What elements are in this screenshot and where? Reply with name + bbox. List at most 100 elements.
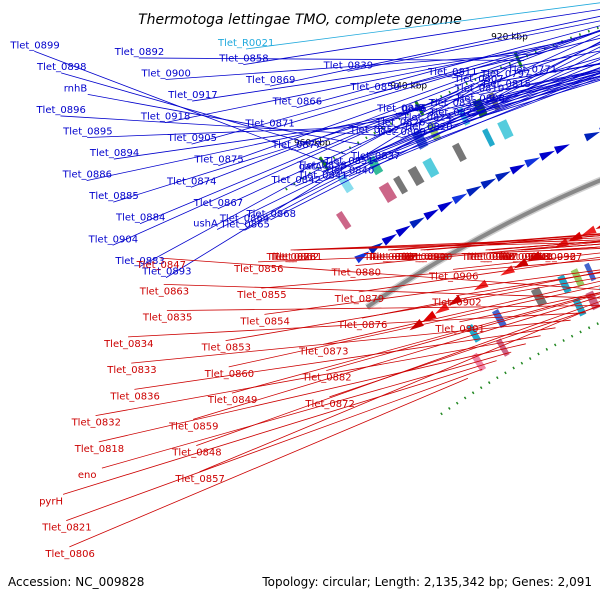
forward-gene-arrow: [381, 233, 397, 246]
reverse-gene-label: Tlet_0821: [41, 523, 91, 534]
reverse-gene-label: Tlet_0902: [431, 298, 481, 309]
forward-gene-label: Tlet_0824: [402, 113, 452, 124]
reverse-gene-label: Tlet_0849: [207, 395, 257, 406]
forward-gene-label: Tlet_0877: [271, 140, 321, 151]
reverse-annotation-box: [466, 324, 482, 343]
forward-gene-leader: [400, 75, 600, 139]
reverse-gene-label: Tlet_0891: [396, 252, 446, 263]
forward-gene-arrow: [437, 201, 454, 213]
reverse-gene-label: Tlet_0861: [272, 252, 322, 263]
forward-gene-label: Tlet_0868: [246, 209, 296, 220]
reverse-gene-label: Tlet_0832: [71, 418, 121, 429]
forward-gene-label: Tlet_0883: [114, 256, 164, 267]
forward-annotation-box: [452, 142, 467, 162]
reverse-gene-label: Tlet_0833: [106, 365, 156, 376]
forward-gene-leader: [452, 73, 600, 110]
reverse-gene-leader: [199, 304, 600, 473]
reverse-gene-label: Tlet_0882: [301, 373, 351, 384]
forward-gene-leader: [87, 125, 393, 138]
reverse-gene-label: Tlet_0859: [168, 421, 218, 432]
forward-gene-leader: [165, 52, 542, 80]
forward-gene-arrow: [466, 185, 482, 197]
forward-gene-arrow: [423, 209, 439, 221]
forward-gene-label: Tlet_0850: [349, 82, 399, 93]
rna-gene-label: Tlet_R0021: [217, 38, 274, 49]
reverse-annotation-box: [530, 286, 547, 307]
reverse-gene-leader: [453, 252, 600, 270]
reverse-gene-leader: [358, 256, 600, 293]
reverse-gene-leader: [296, 241, 600, 251]
forward-gene-label: Tlet_0893: [141, 267, 191, 278]
forward-gene-label: Tlet_0852: [349, 125, 399, 136]
forward-gene-label: Tlet_0808: [454, 93, 504, 104]
genome-summary-text: Topology: circular; Length: 2,135,342 bp…: [261, 575, 592, 589]
reverse-gene-label: pyrH: [39, 496, 63, 507]
forward-gene-label: Tlet_0875: [193, 155, 243, 166]
forward-gene-arrow: [409, 217, 425, 229]
reverse-gene-leader: [228, 285, 600, 368]
reverse-gene-label: Tlet_0906: [428, 271, 478, 282]
forward-cog-box: [426, 122, 442, 142]
reverse-gene-leader: [329, 305, 600, 398]
forward-gene-label: Tlet_0904: [88, 234, 138, 245]
scale-label: 920 kbp: [491, 33, 528, 43]
forward-gene-label: Tlet_0820: [402, 122, 452, 133]
forward-gene-arrow: [584, 131, 600, 142]
reverse-gene-leader: [69, 377, 469, 548]
forward-gene-label: Tlet_0771: [507, 64, 557, 75]
reverse-gene-leader: [322, 280, 600, 345]
forward-gene-label: Tlet_0871: [244, 118, 294, 129]
reverse-gene-arrow: [581, 225, 597, 236]
reverse-gene-label: Tlet_0853: [201, 343, 251, 354]
forward-gene-label: Tlet_0825: [428, 108, 478, 119]
reverse-annotation-box: [492, 309, 507, 328]
forward-gene-arrow: [554, 144, 570, 155]
forward-gene-leader: [216, 42, 600, 230]
forward-gene-label: Tlet_0917: [167, 90, 217, 101]
reverse-gene-label: Tlet_0889: [363, 252, 413, 263]
reverse-gene-label: Tlet_0862: [269, 252, 319, 263]
forward-gene-label: Tlet_0865: [219, 219, 269, 230]
forward-gene-label: Tlet_0899: [9, 40, 59, 51]
forward-gene-leader: [479, 75, 600, 105]
map-title: Thermotoga lettingae TMO, complete genom…: [138, 12, 462, 28]
reverse-gene-leader: [192, 296, 600, 420]
rna-gene-leader: [245, 2, 600, 50]
forward-annotation-box: [497, 119, 514, 140]
forward-annotation-box: [407, 166, 425, 187]
forward-gene-arrow: [495, 171, 511, 182]
reverse-gene-label: Tlet_0835: [142, 313, 192, 324]
scale-label: 900 kbp: [595, 0, 600, 2]
forward-gene-arrow: [524, 157, 541, 168]
forward-gene-label: Tlet_0884: [115, 213, 165, 224]
reverse-gene-leader: [361, 271, 600, 319]
reverse-gene-label: Tlet_0863: [139, 286, 189, 297]
forward-gene-leader: [374, 76, 600, 163]
reverse-gene-leader: [134, 327, 556, 390]
forward-gene-leader: [138, 57, 525, 61]
reverse-gene-leader: [388, 233, 600, 251]
label-leader-lines: [34, 2, 600, 548]
forward-gene-label: Tlet_0838: [297, 161, 347, 172]
forward-gene-label: Tlet_0869: [245, 75, 295, 86]
forward-gene-label: Tlet_0797: [480, 69, 530, 80]
forward-gene-leader: [373, 67, 600, 137]
reverse-gene-arrow: [422, 310, 437, 322]
forward-gene-leader: [269, 30, 600, 130]
forward-gene-leader: [400, 57, 600, 115]
reverse-gene-leader: [163, 283, 600, 299]
reverse-gene-label: ruvB: [530, 252, 553, 263]
reverse-gene-leader: [355, 241, 600, 267]
forward-gene-arrow: [395, 225, 411, 237]
reverse-gene-leader: [326, 293, 600, 372]
scale-tick: [318, 156, 330, 172]
forward-gene-label: Tlet_0866: [272, 97, 322, 108]
gene-labels: Tlet_0899 Tlet_0898 rnhB Tlet_0896 Tlet_0895…: [9, 38, 582, 560]
forward-gene-label: Tlet_0810: [454, 84, 504, 95]
reverse-gene-leader: [485, 240, 600, 251]
forward-gene-label: Tlet_0886: [62, 170, 112, 181]
forward-gene-label: Tlet_0807: [453, 74, 503, 85]
forward-gene-leader: [453, 78, 600, 120]
reverse-gene-label: Tlet_0856: [233, 264, 283, 275]
forward-gene-arrow: [480, 178, 497, 190]
